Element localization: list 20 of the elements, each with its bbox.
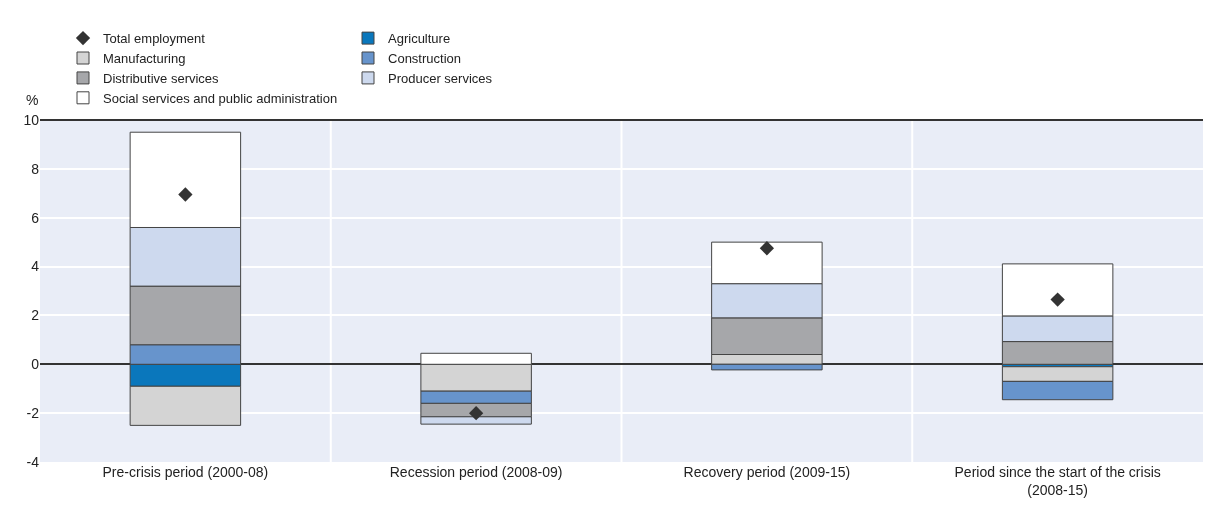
legend-label: Distributive services xyxy=(103,70,220,86)
legend-label: Social services and public administration xyxy=(103,90,338,106)
y-tick-label: -2 xyxy=(26,405,40,422)
y-tick-label: 10 xyxy=(23,111,40,128)
y-tick-label: 0 xyxy=(31,356,40,373)
y-tick-label: 6 xyxy=(31,209,40,226)
y-tick-label: 4 xyxy=(31,258,40,275)
y-tick-label: 2 xyxy=(31,307,40,324)
legend-label: Manufacturing xyxy=(103,51,186,67)
y-tick-label: 8 xyxy=(31,160,40,177)
legend-label: Total employment xyxy=(103,31,206,47)
legend-label: Agriculture xyxy=(388,31,451,47)
x-tick-label: Recession period (2008-09) xyxy=(389,464,563,480)
y-axis-title: % xyxy=(26,92,39,108)
x-tick-label: Period since the start of the crisis (2008-15) xyxy=(954,464,1161,499)
y-tick-label: -4 xyxy=(26,453,40,470)
legend-label: Construction xyxy=(388,51,461,67)
x-tick-label: Pre-crisis period (2000-08) xyxy=(102,464,269,480)
legend-label: Producer services xyxy=(388,70,493,86)
x-tick-label: Recovery period (2009-15) xyxy=(683,464,851,480)
